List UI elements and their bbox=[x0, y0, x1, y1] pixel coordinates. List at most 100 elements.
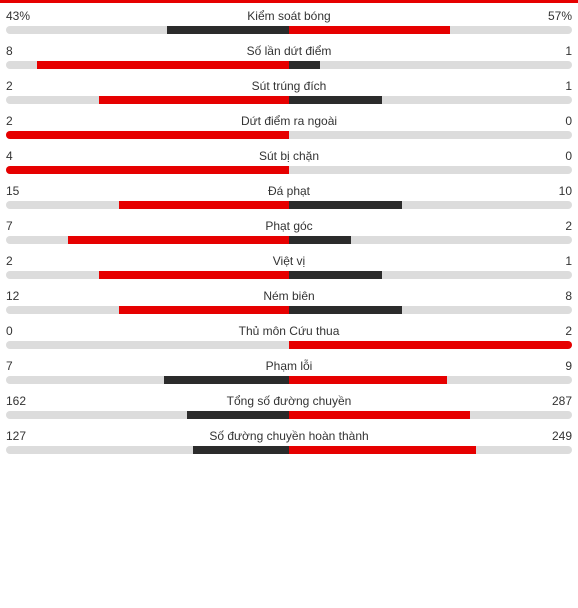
stat-row: 15Đá phạt10 bbox=[6, 178, 572, 213]
stat-title: Số lần dứt điểm bbox=[46, 44, 532, 58]
stat-left-value: 15 bbox=[6, 184, 46, 198]
stat-title: Ném biên bbox=[46, 289, 532, 303]
stat-labels: 127Số đường chuyền hoàn thành249 bbox=[6, 429, 572, 443]
stat-left-value: 4 bbox=[6, 149, 46, 163]
stat-bar-track bbox=[6, 26, 572, 34]
stat-bar-right bbox=[289, 376, 447, 384]
stat-bar-right bbox=[289, 411, 470, 419]
stat-left-value: 12 bbox=[6, 289, 46, 303]
stat-bar-right bbox=[289, 26, 450, 34]
stat-labels: 0Thủ môn Cứu thua2 bbox=[6, 324, 572, 338]
stat-labels: 2Việt vị1 bbox=[6, 254, 572, 268]
stat-row: 0Thủ môn Cứu thua2 bbox=[6, 318, 572, 353]
stat-labels: 162Tổng số đường chuyền287 bbox=[6, 394, 572, 408]
stat-right-value: 57% bbox=[532, 9, 572, 23]
stat-labels: 43%Kiểm soát bóng57% bbox=[6, 9, 572, 23]
stat-bar-left bbox=[6, 166, 289, 174]
stat-bar-track bbox=[6, 411, 572, 419]
stat-title: Phạt góc bbox=[46, 219, 532, 233]
stat-row: 7Phạm lỗi9 bbox=[6, 353, 572, 388]
stat-labels: 7Phạm lỗi9 bbox=[6, 359, 572, 373]
stat-bar-left bbox=[37, 61, 289, 69]
stat-labels: 15Đá phạt10 bbox=[6, 184, 572, 198]
stat-title: Tổng số đường chuyền bbox=[46, 394, 532, 408]
stat-bar-right bbox=[289, 236, 351, 244]
stat-bar-track bbox=[6, 271, 572, 279]
stat-bar-left bbox=[167, 26, 289, 34]
stat-title: Phạm lỗi bbox=[46, 359, 532, 373]
stat-bar-track bbox=[6, 341, 572, 349]
stat-right-value: 2 bbox=[532, 324, 572, 338]
stat-right-value: 287 bbox=[532, 394, 572, 408]
stat-labels: 12Ném biên8 bbox=[6, 289, 572, 303]
stat-bar-right bbox=[289, 201, 402, 209]
stat-left-value: 8 bbox=[6, 44, 46, 58]
stat-left-value: 2 bbox=[6, 114, 46, 128]
stat-right-value: 1 bbox=[532, 79, 572, 93]
stat-bar-left bbox=[99, 96, 289, 104]
stat-row: 2Dứt điểm ra ngoài0 bbox=[6, 108, 572, 143]
stat-bar-right bbox=[289, 271, 382, 279]
stat-row: 4Sút bị chặn0 bbox=[6, 143, 572, 178]
stat-title: Đá phạt bbox=[46, 184, 532, 198]
stat-row: 127Số đường chuyền hoàn thành249 bbox=[6, 423, 572, 458]
stat-row: 162Tổng số đường chuyền287 bbox=[6, 388, 572, 423]
stat-bar-track bbox=[6, 446, 572, 454]
stat-right-value: 2 bbox=[532, 219, 572, 233]
stat-right-value: 10 bbox=[532, 184, 572, 198]
stat-bar-left bbox=[119, 306, 289, 314]
stat-bar-left bbox=[119, 201, 289, 209]
stat-left-value: 2 bbox=[6, 254, 46, 268]
stat-bar-track bbox=[6, 96, 572, 104]
stat-bar-track bbox=[6, 61, 572, 69]
stat-row: 2Việt vị1 bbox=[6, 248, 572, 283]
stat-left-value: 2 bbox=[6, 79, 46, 93]
stat-bar-right bbox=[289, 96, 382, 104]
match-stats-panel: 43%Kiểm soát bóng57%8Số lần dứt điểm12Sú… bbox=[0, 0, 578, 458]
stat-bar-track bbox=[6, 201, 572, 209]
stat-right-value: 1 bbox=[532, 44, 572, 58]
stat-title: Kiểm soát bóng bbox=[46, 9, 532, 23]
stat-bar-right bbox=[289, 446, 476, 454]
stat-bar-right bbox=[289, 306, 402, 314]
stat-title: Việt vị bbox=[46, 254, 532, 268]
stat-labels: 2Dứt điểm ra ngoài0 bbox=[6, 114, 572, 128]
stat-right-value: 249 bbox=[532, 429, 572, 443]
stat-bar-track bbox=[6, 166, 572, 174]
stat-right-value: 9 bbox=[532, 359, 572, 373]
stat-title: Thủ môn Cứu thua bbox=[46, 324, 532, 338]
stat-left-value: 162 bbox=[6, 394, 46, 408]
stat-row: 2Sút trúng đích1 bbox=[6, 73, 572, 108]
stat-bar-left bbox=[68, 236, 289, 244]
stat-bar-right bbox=[289, 341, 572, 349]
stat-bar-left bbox=[6, 131, 289, 139]
stat-right-value: 1 bbox=[532, 254, 572, 268]
stat-title: Sút trúng đích bbox=[46, 79, 532, 93]
stat-right-value: 0 bbox=[532, 149, 572, 163]
stat-left-value: 7 bbox=[6, 359, 46, 373]
stat-left-value: 0 bbox=[6, 324, 46, 338]
stat-labels: 8Số lần dứt điểm1 bbox=[6, 44, 572, 58]
stat-bar-right bbox=[289, 61, 320, 69]
stat-right-value: 0 bbox=[532, 114, 572, 128]
stat-bar-track bbox=[6, 131, 572, 139]
stat-bar-track bbox=[6, 236, 572, 244]
stat-row: 12Ném biên8 bbox=[6, 283, 572, 318]
stat-left-value: 43% bbox=[6, 9, 46, 23]
stat-row: 8Số lần dứt điểm1 bbox=[6, 38, 572, 73]
stat-row: 43%Kiểm soát bóng57% bbox=[6, 3, 572, 38]
stat-labels: 4Sút bị chặn0 bbox=[6, 149, 572, 163]
stat-bar-left bbox=[187, 411, 289, 419]
stat-labels: 2Sút trúng đích1 bbox=[6, 79, 572, 93]
stat-labels: 7Phạt góc2 bbox=[6, 219, 572, 233]
stat-bar-track bbox=[6, 376, 572, 384]
stat-bar-left bbox=[193, 446, 289, 454]
stat-bar-track bbox=[6, 306, 572, 314]
stat-row: 7Phạt góc2 bbox=[6, 213, 572, 248]
stat-title: Dứt điểm ra ngoài bbox=[46, 114, 532, 128]
stat-left-value: 7 bbox=[6, 219, 46, 233]
stat-title: Số đường chuyền hoàn thành bbox=[46, 429, 532, 443]
stat-left-value: 127 bbox=[6, 429, 46, 443]
stat-right-value: 8 bbox=[532, 289, 572, 303]
stat-bar-left bbox=[164, 376, 289, 384]
